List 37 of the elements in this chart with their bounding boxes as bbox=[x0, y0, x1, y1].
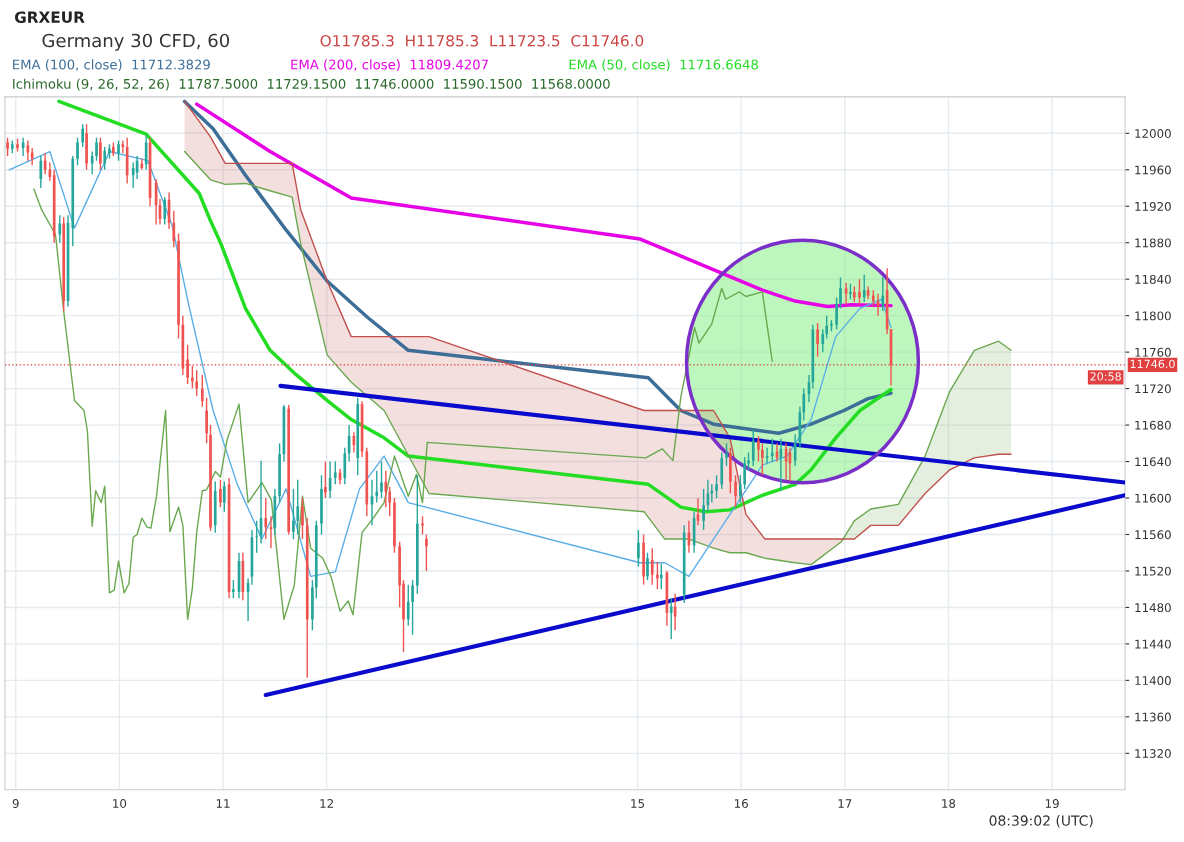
y-tick-label: 11560 bbox=[1135, 530, 1171, 540]
x-tick-label: 10 bbox=[113, 799, 127, 808]
y-tick-label: 11480 bbox=[1135, 603, 1171, 613]
ref-line-label: 11746.0 bbox=[1130, 359, 1175, 369]
text: EMA (50, close) 11716.6648 bbox=[569, 59, 758, 72]
y-tick-label: 11920 bbox=[1135, 201, 1171, 211]
x-tick-label: 9 bbox=[12, 799, 19, 808]
x-tick-label: 15 bbox=[631, 799, 645, 808]
y-tick-label: 11880 bbox=[1135, 238, 1171, 248]
y-tick-label: 11400 bbox=[1135, 676, 1171, 686]
y-tick-label: 11680 bbox=[1135, 420, 1171, 430]
y-tick-label: 12000 bbox=[1135, 129, 1171, 138]
y-tick-label: 11640 bbox=[1135, 457, 1171, 467]
y-tick-label: 11800 bbox=[1135, 311, 1171, 321]
text: 08:39:02 (UTC) bbox=[989, 815, 1093, 828]
x-tick-label: 17 bbox=[838, 799, 852, 808]
text: EMA (200, close) 11809.4207 bbox=[291, 59, 488, 72]
y-tick-label: 11520 bbox=[1135, 566, 1171, 576]
y-tick-label: 11600 bbox=[1135, 493, 1171, 503]
annotation: 20:58 bbox=[1090, 372, 1121, 381]
text: Ichimoku (9, 26, 52, 26) 11787.5000 11729.1500 11746.0000 11590.1500 11568.0000 bbox=[13, 78, 610, 91]
y-tick-label: 11840 bbox=[1135, 274, 1171, 284]
chart-title: GRXEUR bbox=[14, 11, 85, 23]
x-tick-label: 18 bbox=[942, 799, 956, 808]
y-tick-label: 11960 bbox=[1135, 165, 1171, 175]
x-tick-label: 16 bbox=[734, 799, 748, 808]
chart-subtitle: Germany 30 CFD, 60 bbox=[42, 33, 230, 51]
y-tick-label: 11720 bbox=[1135, 384, 1171, 394]
x-tick-label: 19 bbox=[1045, 799, 1059, 808]
text: O11785.3 H11785.3 L11723.5 C11746.0 bbox=[320, 34, 644, 47]
y-tick-label: 11440 bbox=[1135, 639, 1171, 649]
x-tick-label: 12 bbox=[320, 799, 333, 808]
y-tick-label: 11760 bbox=[1135, 347, 1171, 357]
x-tick-label: 11 bbox=[216, 799, 230, 808]
y-tick-label: 11320 bbox=[1135, 749, 1171, 758]
text: EMA (100, close) 11712.3829 bbox=[13, 59, 210, 72]
y-tick-label: 11360 bbox=[1135, 712, 1171, 722]
